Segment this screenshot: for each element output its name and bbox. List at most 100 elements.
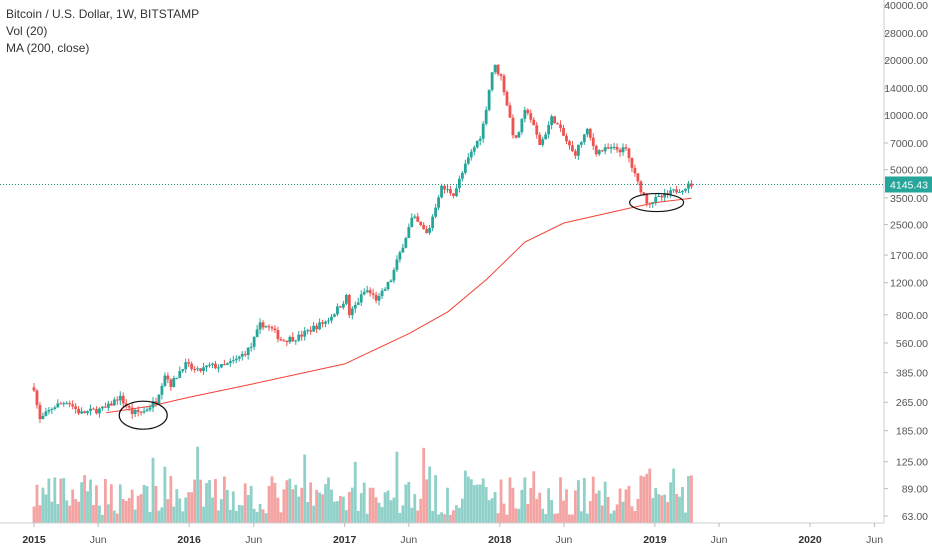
candle-body: [211, 363, 214, 365]
volume-bar: [282, 489, 286, 523]
candle-body: [231, 360, 235, 362]
volume-bar: [154, 486, 158, 523]
legend-symbol[interactable]: Bitcoin / U.S. Dollar, 1W, BITSTAMP: [6, 7, 200, 21]
volume-bar: [478, 484, 482, 523]
volume-bar: [562, 500, 565, 523]
volume-bar: [339, 495, 342, 523]
volume-bar: [389, 500, 393, 523]
volume-bar: [392, 497, 396, 523]
volume-bar: [579, 511, 583, 523]
candle-body: [541, 139, 545, 146]
volume-bar: [157, 510, 161, 523]
volume-bar: [160, 507, 164, 523]
volume-bar: [145, 486, 149, 523]
volume-bar: [80, 482, 83, 523]
annotation-ellipse: [628, 192, 685, 213]
volume-bar: [508, 477, 512, 523]
y-tick-label: 2500.00: [890, 220, 928, 232]
candle-body: [47, 409, 51, 412]
candle-body: [526, 109, 530, 114]
legend-volume[interactable]: Vol (20): [6, 24, 48, 38]
volume-bar: [273, 482, 277, 523]
volume-bar: [127, 498, 131, 523]
candle-body: [365, 290, 369, 292]
candle-body: [50, 408, 54, 410]
y-tick-label: 7000.00: [890, 138, 928, 150]
candle-body: [535, 125, 539, 135]
candle-body: [395, 259, 399, 270]
legend-ma[interactable]: MA (200, close): [6, 41, 90, 55]
volume-bar: [59, 478, 63, 523]
volume-bar: [612, 510, 616, 523]
volume-bar: [121, 499, 125, 523]
candle-body: [252, 337, 256, 347]
candle-body: [520, 118, 524, 133]
candle-body: [112, 399, 116, 406]
volume-bar: [690, 475, 693, 523]
candle-body: [606, 147, 610, 149]
volume-bar: [606, 496, 610, 523]
candle-body: [359, 294, 363, 303]
volume-bar: [130, 489, 134, 523]
moving-average: [106, 197, 692, 414]
candle-body: [59, 403, 63, 405]
candle-body: [172, 378, 176, 387]
candle-body: [347, 294, 351, 316]
volume-bar: [225, 489, 229, 523]
candle-body: [463, 163, 467, 173]
candle-body: [237, 356, 241, 359]
candle-body: [350, 308, 354, 316]
volume-bar: [428, 466, 432, 523]
volume-bar: [568, 514, 571, 523]
candle-body: [261, 322, 265, 328]
volume-bar: [475, 484, 479, 523]
volume-bar: [600, 505, 604, 523]
volume-bar: [410, 507, 414, 523]
candle-body: [341, 303, 345, 308]
candle-body: [457, 178, 461, 189]
candle-body: [83, 411, 86, 414]
candle-body: [297, 334, 301, 341]
candle-body: [478, 138, 482, 141]
candle-body: [597, 150, 601, 155]
volume-bar: [169, 476, 173, 523]
volume-bar: [416, 510, 420, 523]
candle-body: [217, 367, 220, 369]
volume-bar: [77, 501, 81, 523]
volume-bar: [374, 497, 378, 523]
candle-body: [127, 406, 131, 408]
volume-bar: [633, 511, 637, 523]
candle-body: [484, 109, 488, 124]
volume-bar: [440, 512, 443, 523]
candle-body: [618, 149, 622, 153]
volume-bar: [532, 471, 536, 523]
volume-bar: [217, 510, 220, 523]
volume-bar: [359, 493, 363, 523]
candle-body: [234, 358, 238, 361]
volume-bar: [336, 501, 339, 523]
candle-body: [633, 167, 637, 174]
ma-line: [106, 197, 692, 414]
volume-bar: [44, 494, 48, 523]
candle-body: [41, 415, 45, 420]
candle-body: [258, 322, 262, 330]
candle-body: [353, 304, 357, 309]
y-tick-label: 14000.00: [884, 83, 928, 95]
candle-body: [300, 334, 304, 337]
candle-body: [151, 401, 155, 408]
candle-body: [508, 105, 512, 118]
y-tick-label: 63.00: [902, 511, 928, 523]
volume-bar: [505, 514, 509, 523]
volume-bar: [588, 500, 592, 523]
volume-bar: [249, 485, 253, 523]
volume-bar: [166, 499, 170, 523]
volume-bar: [404, 484, 408, 523]
volume-bar: [178, 498, 182, 523]
y-tick-label: 10000.00: [884, 110, 928, 122]
volume-bar: [68, 505, 72, 523]
volume-bar: [651, 498, 655, 523]
x-tick-label: Jun: [555, 534, 572, 546]
volume-bar: [553, 513, 556, 523]
volume-bar: [181, 511, 185, 523]
